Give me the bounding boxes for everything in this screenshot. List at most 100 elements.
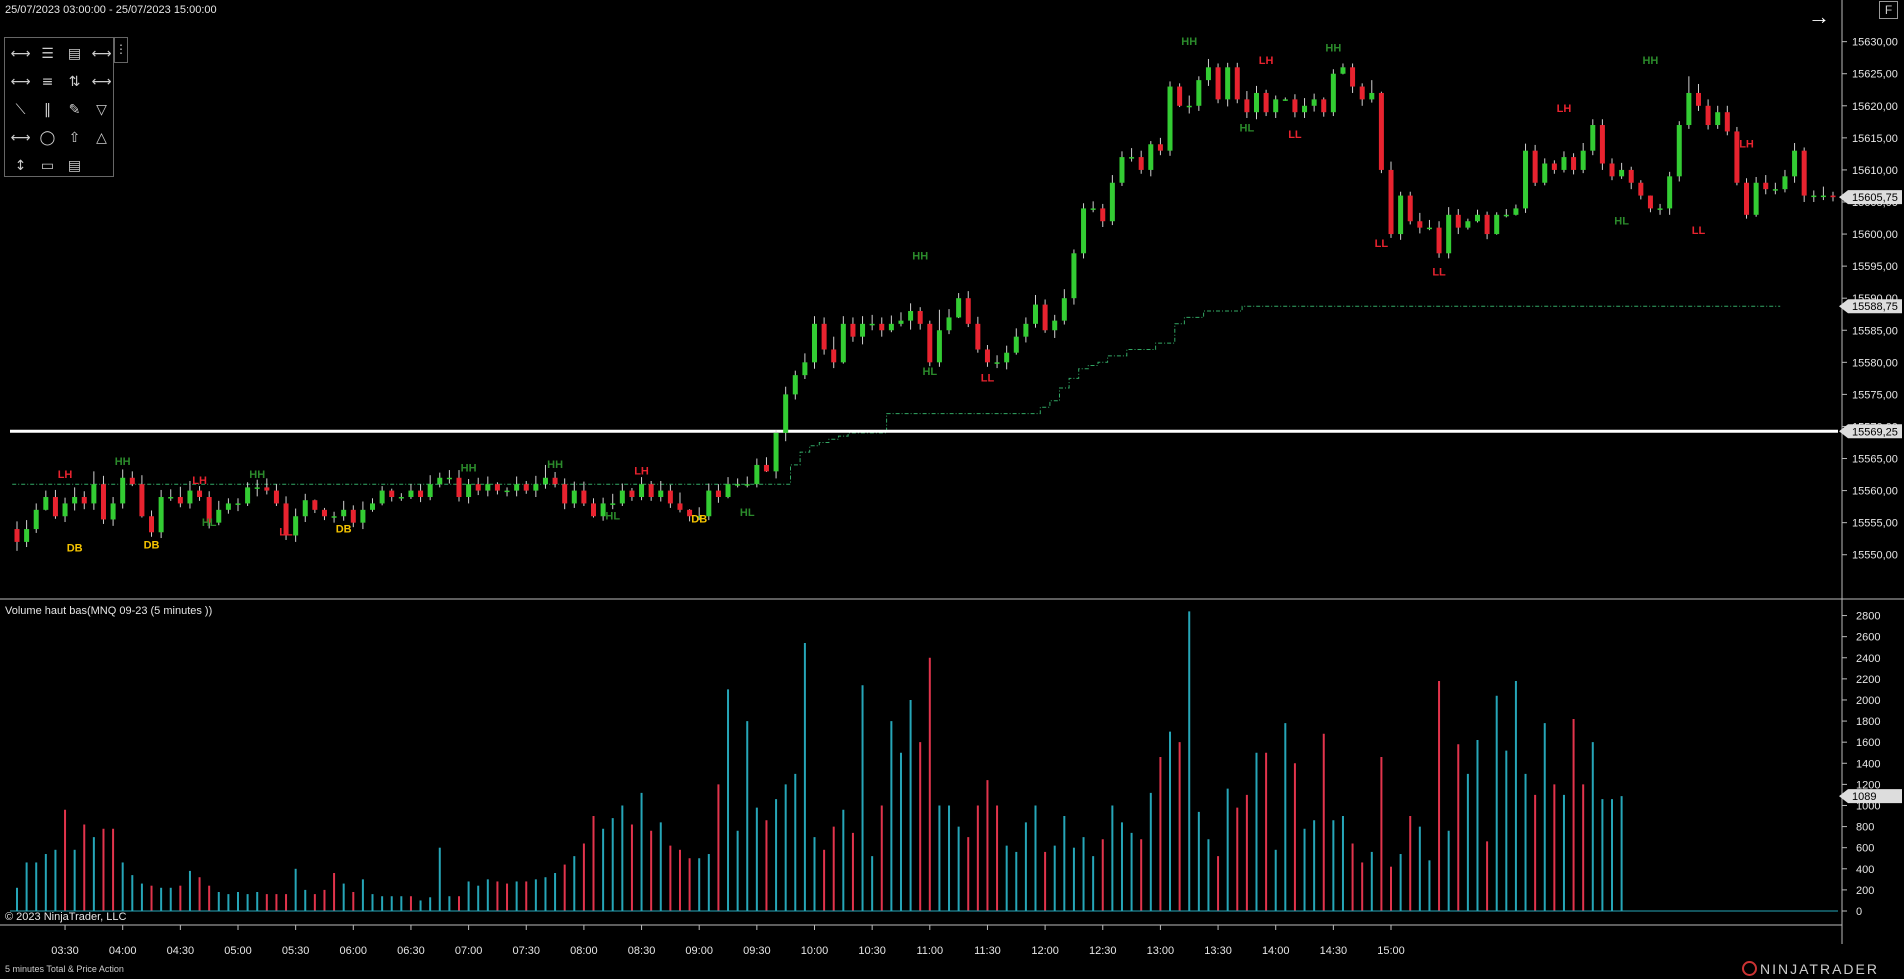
candle-body <box>1580 150 1586 170</box>
time-tick-label: 03:30 <box>51 945 79 957</box>
rectangle-icon[interactable]: ▭ <box>40 158 55 174</box>
candle-body <box>1436 227 1442 254</box>
time-tick-label: 14:00 <box>1262 945 1290 957</box>
horizontal-line-icon[interactable]: ⟷ <box>10 130 31 146</box>
ellipse-icon[interactable]: ◯ <box>39 130 56 146</box>
candle-body <box>14 529 20 542</box>
f-button[interactable]: F <box>1879 1 1898 19</box>
price-tick-label: 15550,00 <box>1852 550 1898 562</box>
time-tick-label: 09:30 <box>743 945 771 957</box>
candle-body <box>1052 320 1058 331</box>
brand-text: NINJATRADER <box>1760 961 1879 977</box>
swing-label: LH <box>1739 138 1754 150</box>
time-tick-label: 04:00 <box>109 945 137 957</box>
candle-body <box>1205 67 1211 81</box>
region-icon[interactable]: ▤ <box>67 46 82 62</box>
vertical-line-icon[interactable]: ↕ <box>14 158 27 174</box>
candle-body <box>360 509 366 523</box>
candle-body <box>177 497 183 504</box>
toolbar-more-icon[interactable]: ⋮ <box>114 37 128 63</box>
candle-body <box>1071 253 1077 299</box>
candle-body <box>667 490 673 504</box>
candle-body <box>418 490 424 498</box>
time-tick-label: 12:30 <box>1089 945 1117 957</box>
candle-body <box>1667 176 1673 209</box>
candle-body <box>1474 214 1480 222</box>
volume-tick-label: 1000 <box>1856 800 1880 812</box>
candle-body <box>639 484 645 498</box>
price-tick-label: 15560,00 <box>1852 486 1898 498</box>
fib-extension-icon[interactable]: ⇅ <box>68 74 81 90</box>
candle-body <box>1282 99 1288 101</box>
candle-body <box>1657 208 1663 210</box>
volume-tick-label: 400 <box>1856 864 1874 876</box>
candle-body <box>1109 182 1115 222</box>
price-tick-label: 15585,00 <box>1852 325 1898 337</box>
time-tick-label: 12:00 <box>1031 945 1059 957</box>
swing-label: LH <box>1259 55 1274 67</box>
candle-body <box>321 509 327 517</box>
region-highlight-icon[interactable]: ▤ <box>67 158 82 174</box>
swing-label: HH <box>1181 36 1197 48</box>
horizontal-lines-icon[interactable]: ☰ <box>41 46 54 62</box>
trend-line-icon[interactable]: ⟍ <box>15 102 26 118</box>
time-tick-label: 05:00 <box>224 945 252 957</box>
candle-body <box>149 516 155 533</box>
ruler-icon[interactable]: ✎ <box>68 102 81 118</box>
candle-body <box>1820 195 1826 198</box>
candle-body <box>1494 214 1500 235</box>
vertical-lines-icon[interactable]: ‖ <box>44 102 51 118</box>
candle-body <box>1715 112 1721 126</box>
price-tick-label: 15615,00 <box>1852 133 1898 145</box>
arrow-line-icon[interactable]: ⟷ <box>10 74 31 90</box>
candle-body <box>1330 73 1336 113</box>
candle-body <box>869 323 875 326</box>
time-tick-label: 13:30 <box>1204 945 1232 957</box>
candle-body <box>696 516 702 518</box>
triangle-icon[interactable]: △ <box>96 130 107 146</box>
time-tick-label: 13:00 <box>1147 945 1175 957</box>
time-tick-label: 08:30 <box>628 945 656 957</box>
candle-body <box>619 490 625 504</box>
extended-line-icon[interactable]: ⟷ <box>91 46 112 62</box>
candle-body <box>1157 144 1163 151</box>
arrow-down-icon[interactable]: ▽ <box>96 102 107 118</box>
swing-label: HL <box>740 507 755 519</box>
candle-body <box>725 484 731 498</box>
candle-body <box>100 484 106 520</box>
candle-body <box>1801 150 1807 196</box>
candle-body <box>1811 195 1817 198</box>
candle-body <box>1647 195 1653 209</box>
volume-tick-label: 2400 <box>1856 653 1880 665</box>
candle-body <box>792 375 798 395</box>
arrow-up-icon[interactable]: ⇧ <box>68 130 81 146</box>
candle-body <box>1446 214 1452 254</box>
volume-tick-label: 1400 <box>1856 758 1880 770</box>
candle-body <box>1273 99 1279 113</box>
stop-line <box>12 305 1781 485</box>
candle-body <box>1061 298 1067 321</box>
candle-body <box>1753 182 1759 215</box>
swing-label: DB <box>336 523 352 535</box>
line-icon[interactable]: ⟷ <box>91 74 112 90</box>
status-bar: 5 minutes Total & Price Action <box>5 964 124 974</box>
candle-body <box>735 484 741 486</box>
candle-body <box>1177 86 1183 106</box>
candle-body <box>1388 169 1394 235</box>
candle-body <box>1292 99 1298 113</box>
fib-icon[interactable]: ≡ <box>41 74 54 90</box>
swing-label: HL <box>922 366 937 378</box>
candle-body <box>975 323 981 350</box>
candle-body <box>264 487 270 491</box>
time-tick-label: 14:30 <box>1320 945 1348 957</box>
candle-body <box>927 323 933 363</box>
ray-icon[interactable]: ⟷ <box>10 46 31 62</box>
swing-label: LL <box>1288 129 1302 141</box>
candle-body <box>1503 214 1509 217</box>
candle-body <box>1599 125 1605 164</box>
volume-tick-label: 0 <box>1856 906 1862 918</box>
candle-body <box>840 323 846 363</box>
time-tick-label: 08:00 <box>570 945 598 957</box>
scroll-to-end-icon[interactable]: → <box>1808 4 1830 29</box>
